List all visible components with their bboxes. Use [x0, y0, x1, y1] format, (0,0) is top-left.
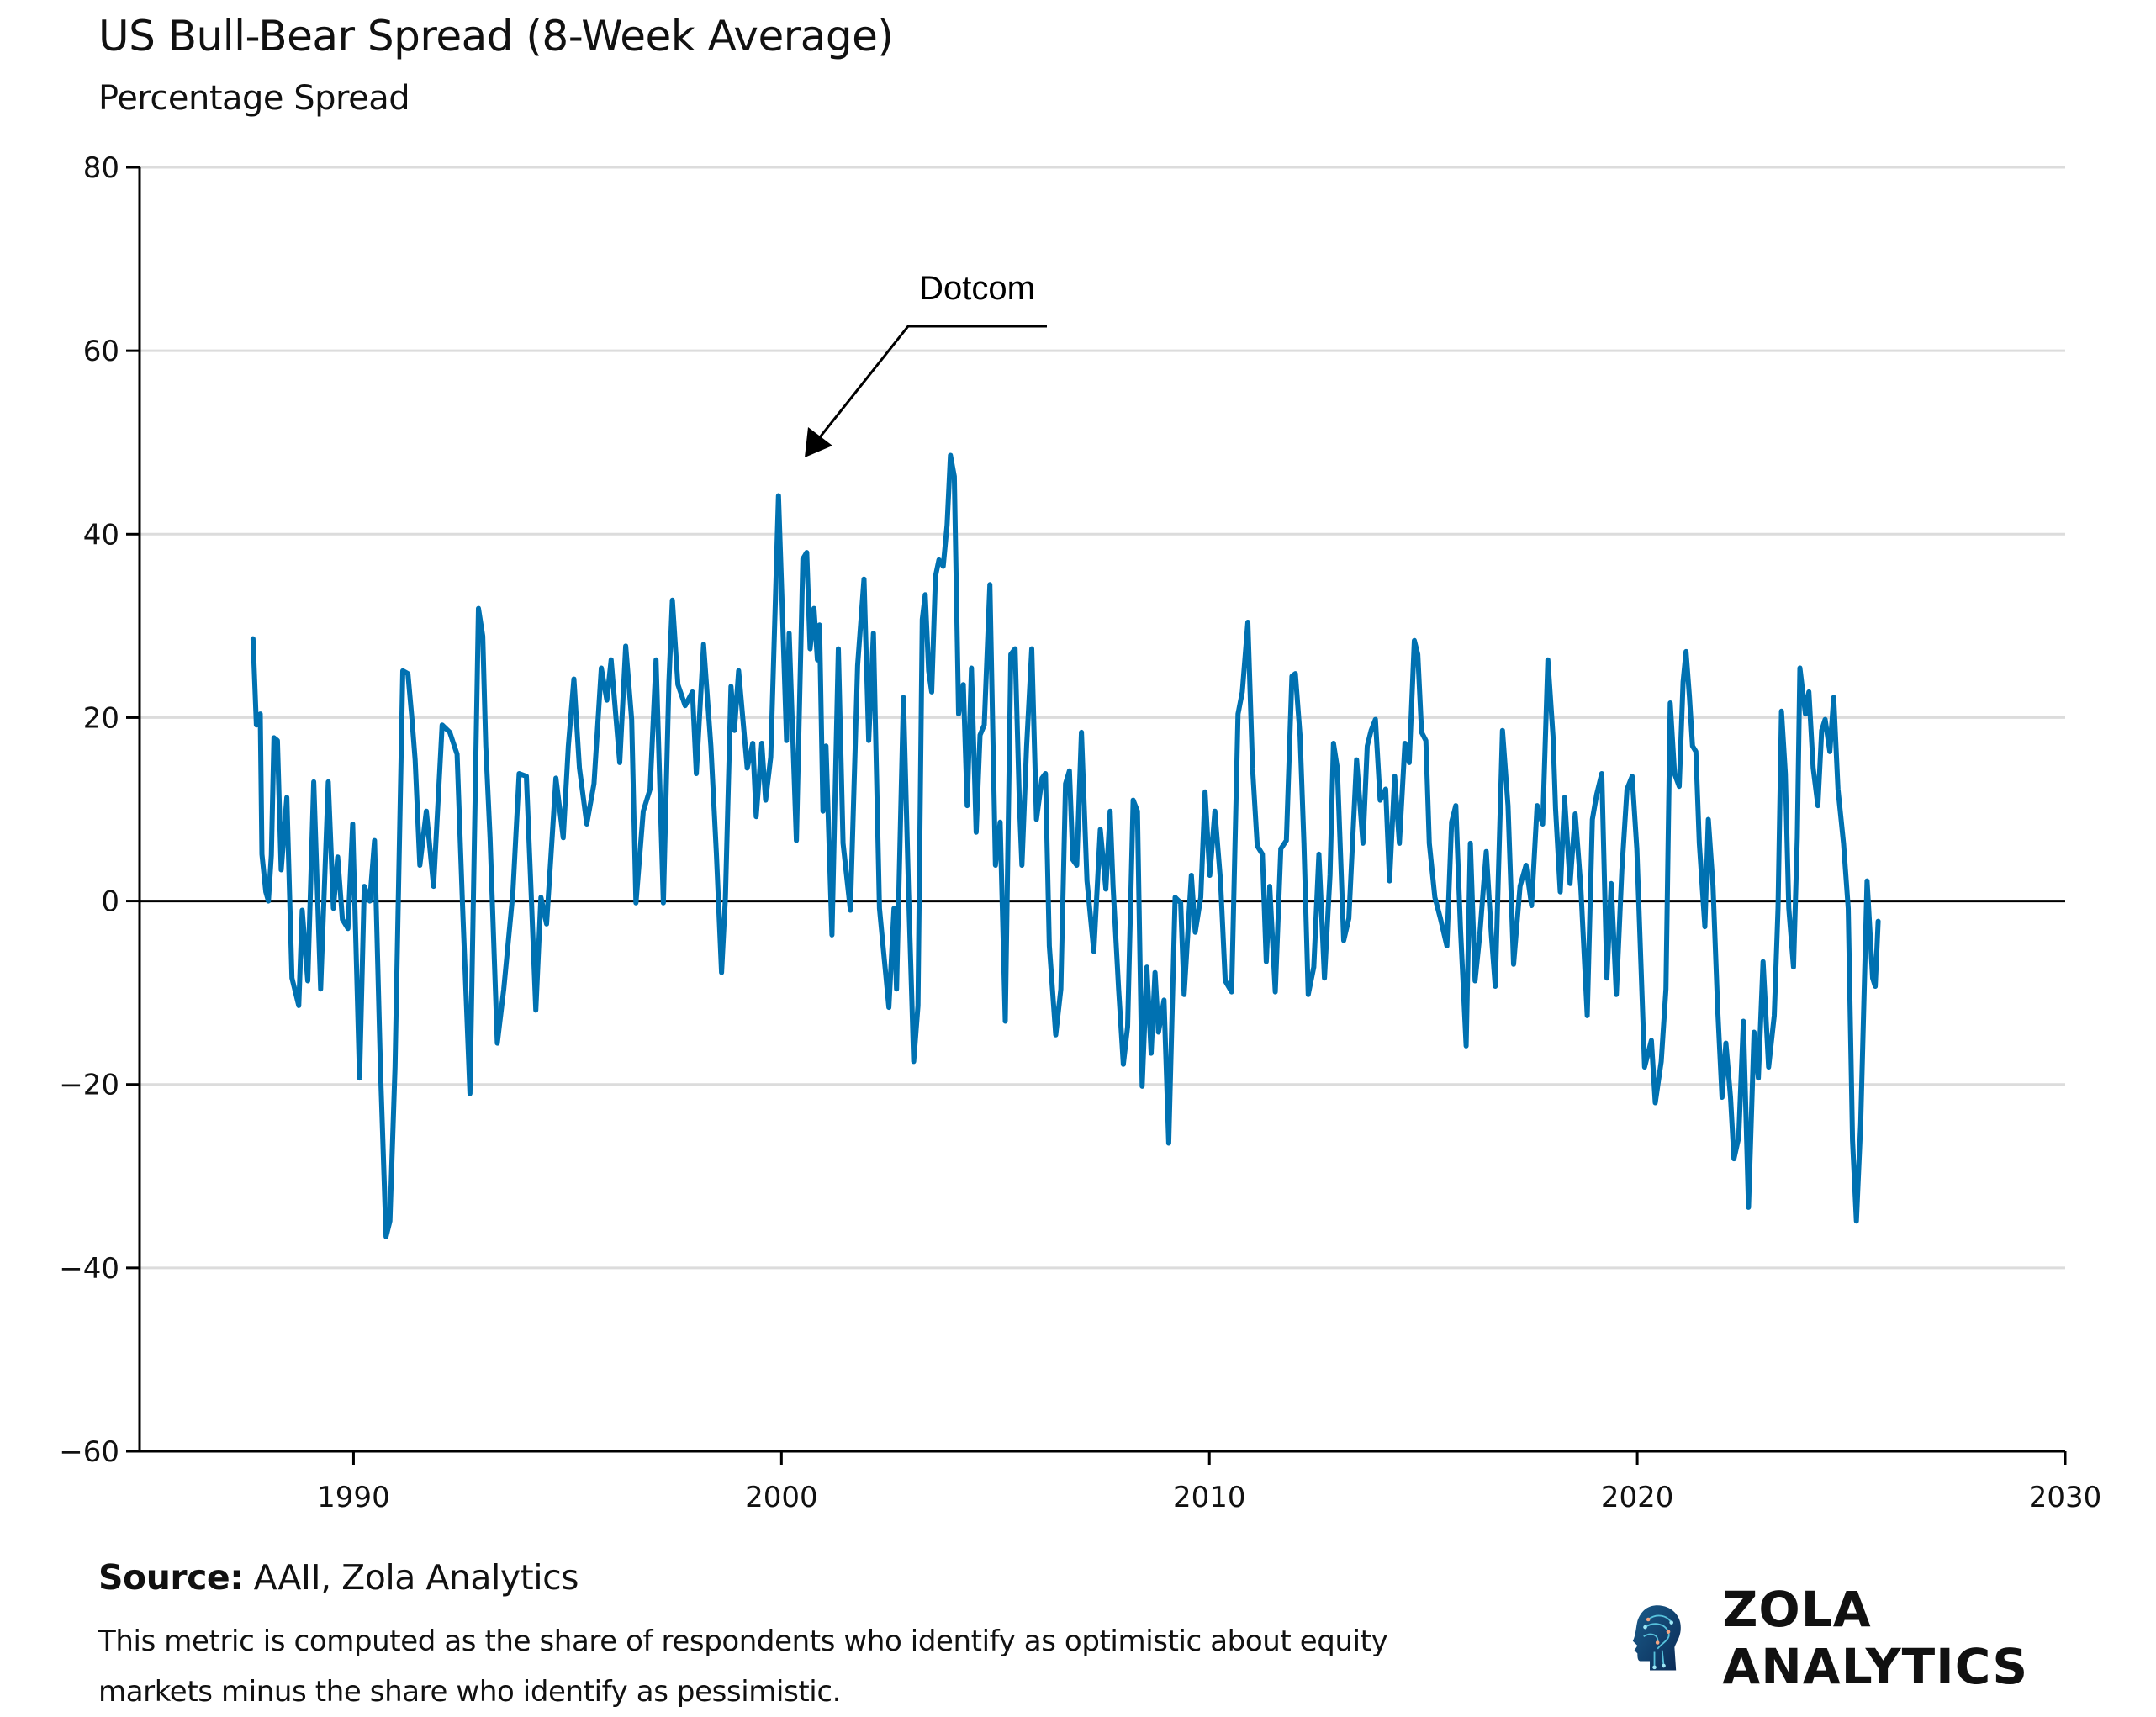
source-label: Source: — [98, 1557, 244, 1598]
x-tick-label: 2020 — [1601, 1481, 1674, 1514]
y-tick-label: −40 — [59, 1252, 119, 1286]
x-tick-label: 2000 — [745, 1481, 818, 1514]
logo: ZOLA ANALYTICS — [1631, 1581, 2156, 1695]
x-tick-label: 1990 — [317, 1481, 390, 1514]
chart-subtitle: Percentage Spread — [98, 79, 410, 118]
annotation-arrowhead — [805, 427, 832, 457]
annotation-leader-line — [818, 325, 1047, 438]
footnote: This metric is computed as the share of … — [98, 1625, 1388, 1709]
source-text: AAII, Zola Analytics — [243, 1557, 579, 1598]
chart-title: US Bull-Bear Spread (8-Week Average) — [98, 12, 894, 61]
chart-plot: −60 −40 −20 0 20 40 60 80 1990 2000 2010 2020 2030 D… — [59, 151, 2101, 1514]
y-tick-label: −60 — [59, 1435, 119, 1469]
gridlines — [140, 166, 2065, 1270]
y-tick-label: 60 — [83, 335, 119, 368]
x-tick-label: 2010 — [1173, 1481, 1246, 1514]
y-tick-label: −20 — [59, 1069, 119, 1102]
y-tick-label: 80 — [83, 151, 119, 185]
y-tick-label: 20 — [83, 701, 119, 735]
x-tick-label: 2030 — [2029, 1481, 2102, 1514]
source-line: Source: AAII, Zola Analytics — [98, 1557, 579, 1598]
y-tick-label: 0 — [101, 885, 119, 919]
brain-head-icon — [1632, 1605, 1681, 1671]
series-line — [250, 452, 1881, 1239]
tick-labels: −60 −40 −20 0 20 40 60 80 1990 2000 2010 2020 2030 — [59, 151, 2101, 1514]
annotation-dotcom: Dotcom — [805, 270, 1047, 457]
y-tick-label: 40 — [83, 518, 119, 552]
logo-text: ZOLA ANALYTICS — [1722, 1581, 2029, 1695]
annotation-label: Dotcom — [919, 270, 1035, 307]
